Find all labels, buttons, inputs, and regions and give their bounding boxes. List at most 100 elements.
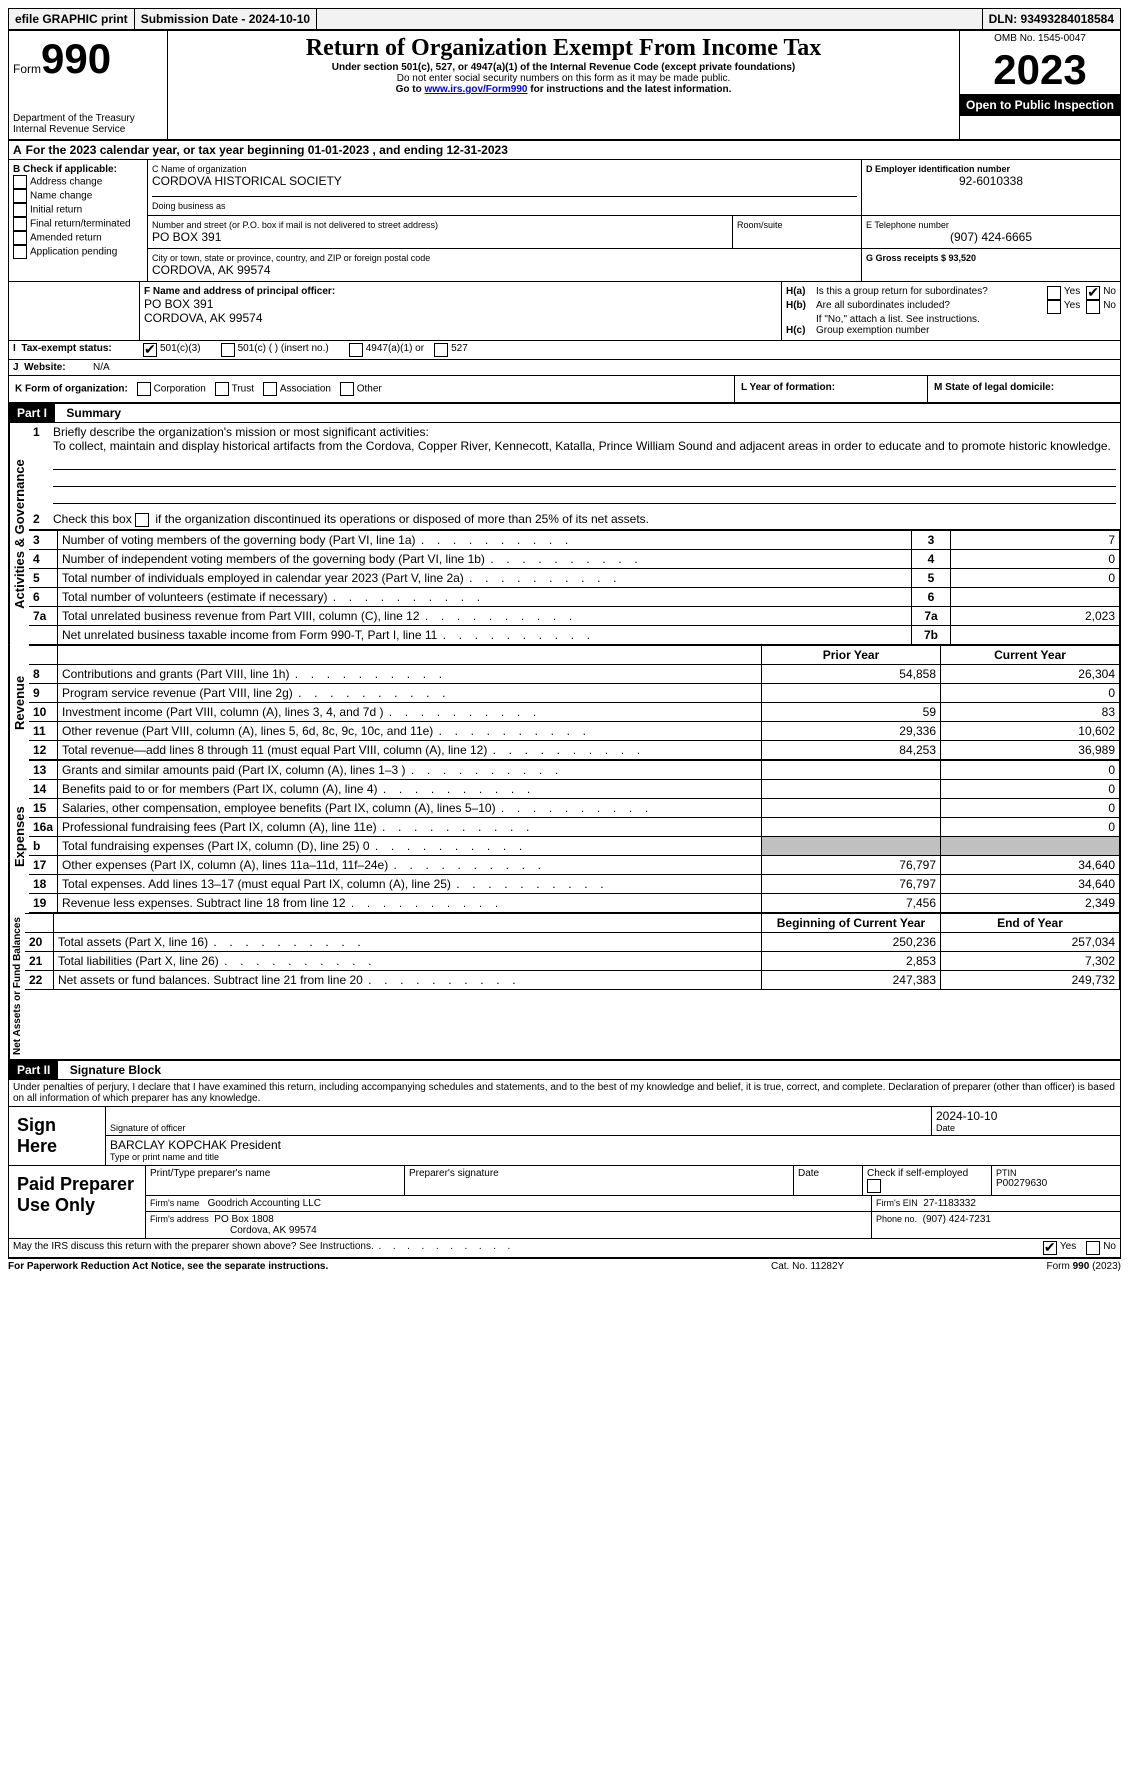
hb-label: Are all subordinates included?	[816, 300, 1047, 314]
part1-expenses: Expenses 13 Grants and similar amounts p…	[8, 760, 1121, 913]
app-pending-checkbox[interactable]	[13, 245, 27, 259]
rev-table: Prior Year Current Year8 Contributions a…	[29, 645, 1120, 760]
room-label: Room/suite	[737, 220, 857, 230]
501c-checkbox[interactable]	[221, 343, 235, 357]
goto-prefix: Go to	[396, 84, 425, 95]
sign-here-block: Sign Here Signature of officer 2024-10-1…	[8, 1107, 1121, 1166]
l-label: L Year of formation:	[734, 376, 927, 402]
type-name-label: Type or print name and title	[110, 1152, 1116, 1162]
hb-note: If "No," attach a list. See instructions…	[786, 314, 1116, 325]
trust-checkbox[interactable]	[215, 382, 229, 396]
hb-no-checkbox[interactable]	[1086, 300, 1100, 314]
gov-table: 3 Number of voting members of the govern…	[29, 530, 1120, 645]
4947-checkbox[interactable]	[349, 343, 363, 357]
form-number: 990	[41, 35, 111, 82]
discuss-label: May the IRS discuss this return with the…	[13, 1241, 512, 1252]
e-label: E Telephone number	[866, 220, 1116, 230]
self-emp-checkbox[interactable]	[867, 1179, 881, 1193]
form-label: Form	[13, 62, 41, 76]
g-label: G Gross receipts $ 93,520	[866, 253, 1116, 263]
k-label: K Form of organization:	[15, 384, 128, 395]
hb-yes-checkbox[interactable]	[1047, 300, 1061, 314]
q2-checkbox[interactable]	[135, 513, 149, 527]
corp-checkbox[interactable]	[137, 382, 151, 396]
d-label: D Employer identification number	[866, 164, 1116, 174]
sig-date: 2024-10-10	[936, 1109, 1116, 1123]
c-name-label: C Name of organization	[152, 164, 857, 174]
form-header: Form990 Department of the Treasury Inter…	[8, 30, 1121, 141]
dln: DLN: 93493284018584	[989, 12, 1114, 26]
vlabel-governance: Activities & Governance	[9, 423, 29, 645]
net-table: Beginning of Current Year End of Year20 …	[25, 913, 1120, 990]
501c3-checkbox[interactable]	[143, 343, 157, 357]
dept-treasury: Department of the Treasury	[13, 113, 163, 124]
prep-name-label: Print/Type preparer's name	[146, 1166, 405, 1195]
footer: For Paperwork Reduction Act Notice, see …	[8, 1259, 1121, 1274]
exp-table: 13 Grants and similar amounts paid (Part…	[29, 760, 1120, 913]
website: N/A	[93, 362, 110, 373]
part1-header-row: Part I Summary	[8, 404, 1121, 423]
address-change-checkbox[interactable]	[13, 175, 27, 189]
ha-yes-checkbox[interactable]	[1047, 286, 1061, 300]
ptin-label: PTIN	[996, 1168, 1116, 1178]
name-change-checkbox[interactable]	[13, 189, 27, 203]
city-label: City or town, state or province, country…	[152, 253, 857, 263]
part1-governance: Activities & Governance 1 Briefly descri…	[8, 423, 1121, 645]
initial-return-checkbox[interactable]	[13, 203, 27, 217]
firm-name: Goodrich Accounting LLC	[208, 1198, 321, 1209]
part1-revenue: Revenue Prior Year Current Year8 Contrib…	[8, 645, 1121, 760]
f-label: F Name and address of principal officer:	[144, 286, 777, 297]
other-checkbox[interactable]	[340, 382, 354, 396]
tax-year: 2023	[960, 46, 1120, 94]
part1-netassets: Net Assets or Fund Balances Beginning of…	[8, 913, 1121, 1061]
street: PO BOX 391	[152, 230, 728, 244]
assoc-checkbox[interactable]	[263, 382, 277, 396]
goto-link[interactable]: www.irs.gov/Form990	[424, 84, 527, 95]
efile-label: efile GRAPHIC print	[15, 12, 128, 26]
top-bar: efile GRAPHIC print Submission Date - 20…	[8, 8, 1121, 30]
amended-return-checkbox[interactable]	[13, 231, 27, 245]
form-title: Return of Organization Exempt From Incom…	[172, 35, 955, 62]
sign-here-label: Sign Here	[9, 1107, 105, 1165]
paid-label: Paid Preparer Use Only	[9, 1166, 145, 1238]
firm-addr1: PO Box 1808	[214, 1214, 273, 1225]
ein: 92-6010338	[866, 174, 1116, 188]
vlabel-expenses: Expenses	[9, 760, 29, 913]
section-fh: F Name and address of principal officer:…	[8, 282, 1121, 341]
street-label: Number and street (or P.O. box if mail i…	[152, 220, 728, 230]
discuss-yes-checkbox[interactable]	[1043, 1241, 1057, 1255]
phone: (907) 424-6665	[866, 230, 1116, 244]
city: CORDOVA, AK 99574	[152, 263, 857, 277]
prep-date-label: Date	[794, 1166, 863, 1195]
section-a: AFor the 2023 calendar year, or tax year…	[8, 141, 1121, 160]
hc-label: Group exemption number	[816, 325, 929, 336]
sections-bcdefgh: B Check if applicable: Address change Na…	[8, 160, 1121, 282]
part1-header: Part I	[9, 404, 55, 422]
f-line1: PO BOX 391	[144, 297, 777, 311]
527-checkbox[interactable]	[434, 343, 448, 357]
section-klm: K Form of organization: Corporation Trus…	[8, 376, 1121, 404]
org-name: CORDOVA HISTORICAL SOCIETY	[152, 174, 857, 188]
section-a-text: For the 2023 calendar year, or tax year …	[26, 143, 508, 157]
section-j: J Website: N/A	[8, 360, 1121, 376]
final-return-checkbox[interactable]	[13, 217, 27, 231]
firm-phone: (907) 424-7231	[923, 1214, 991, 1225]
firm-addr2: Cordova, AK 99574	[150, 1225, 867, 1236]
vlabel-net: Net Assets or Fund Balances	[9, 913, 25, 1059]
prep-sig-label: Preparer's signature	[405, 1166, 794, 1195]
part2-header-row: Part II Signature Block	[8, 1061, 1121, 1080]
paid-preparer-block: Paid Preparer Use Only Print/Type prepar…	[8, 1166, 1121, 1239]
ha-no-checkbox[interactable]	[1086, 286, 1100, 300]
part2-decl: Under penalties of perjury, I declare th…	[8, 1080, 1121, 1107]
q1-label: Briefly describe the organization's miss…	[53, 425, 429, 439]
part1-title: Summary	[58, 404, 129, 422]
ptin: P00279630	[996, 1178, 1116, 1189]
omb: OMB No. 1545-0047	[960, 31, 1120, 46]
q1-text: To collect, maintain and display histori…	[53, 439, 1111, 453]
dba-label: Doing business as	[152, 196, 857, 211]
cat-no: Cat. No. 11282Y	[771, 1261, 971, 1272]
part2-header: Part II	[9, 1061, 58, 1079]
section-i: I Tax-exempt status: 501(c)(3) 501(c) ( …	[8, 341, 1121, 360]
form-subtitle: Under section 501(c), 527, or 4947(a)(1)…	[172, 62, 955, 73]
discuss-no-checkbox[interactable]	[1086, 1241, 1100, 1255]
